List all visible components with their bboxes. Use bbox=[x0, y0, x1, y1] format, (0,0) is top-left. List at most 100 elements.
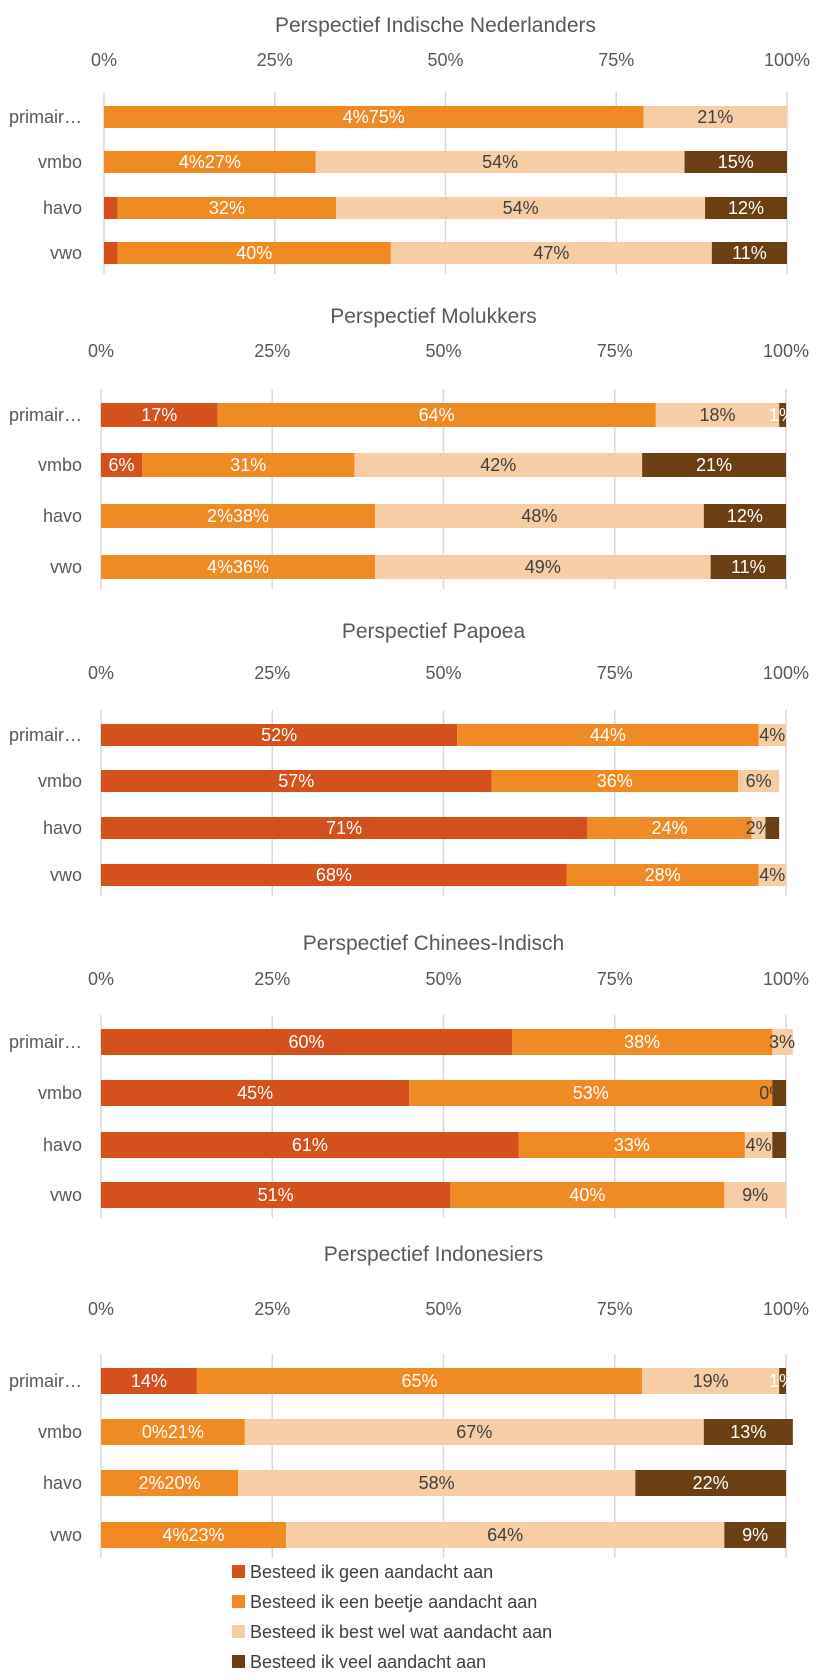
bar-segment bbox=[117, 197, 337, 219]
data-label: 44% bbox=[590, 725, 626, 745]
bar-segment bbox=[744, 1132, 773, 1158]
x-tick-label: 100% bbox=[764, 50, 810, 70]
data-label: 22% bbox=[693, 1473, 729, 1493]
bar-segment bbox=[315, 151, 685, 173]
data-label: 3% bbox=[769, 1032, 795, 1052]
bar-segment bbox=[711, 242, 787, 264]
bar-segment bbox=[703, 1419, 793, 1445]
bar-segment bbox=[724, 1182, 786, 1208]
data-label: 4% bbox=[746, 1135, 772, 1155]
x-tick-label: 100% bbox=[763, 663, 809, 683]
category-label: havo bbox=[43, 506, 82, 526]
bar-segment bbox=[772, 1080, 786, 1106]
data-label: 21% bbox=[697, 107, 733, 127]
category-label: vmbo bbox=[38, 455, 82, 475]
category-label: primair… bbox=[9, 107, 82, 127]
data-label: 40% bbox=[236, 243, 272, 263]
data-label: 2% bbox=[746, 818, 772, 838]
category-label: vmbo bbox=[38, 771, 82, 791]
data-label: 45% bbox=[237, 1083, 273, 1103]
bar-segment bbox=[684, 151, 787, 173]
bar-segment bbox=[336, 197, 706, 219]
bar-segment bbox=[101, 1368, 197, 1394]
data-label: 64% bbox=[419, 405, 455, 425]
data-label: 13% bbox=[730, 1422, 766, 1442]
bar-segment bbox=[104, 106, 644, 128]
data-label: 4%27% bbox=[179, 152, 241, 172]
data-label: 4% bbox=[759, 725, 785, 745]
bar-segment bbox=[101, 555, 375, 579]
data-label: 1% bbox=[769, 1371, 795, 1391]
bar-segment bbox=[101, 1522, 286, 1548]
x-tick-label: 75% bbox=[597, 969, 633, 989]
x-tick-label: 75% bbox=[597, 341, 633, 361]
bar-segment bbox=[101, 403, 218, 427]
bar-segment bbox=[101, 1470, 238, 1496]
bar-segment bbox=[101, 1029, 512, 1055]
bar-segment bbox=[101, 1419, 245, 1445]
bar-segment bbox=[655, 403, 780, 427]
category-label: primair… bbox=[9, 1371, 82, 1391]
legend-swatch bbox=[232, 1625, 245, 1638]
data-label: 12% bbox=[727, 506, 763, 526]
bar-segment bbox=[518, 1132, 745, 1158]
bar-segment bbox=[758, 724, 786, 746]
data-label: 54% bbox=[503, 198, 539, 218]
bar-segment bbox=[285, 1522, 725, 1548]
chart-4: Perspectief Chinees-Indisch 0% 25% 50% 75% 10… bbox=[9, 932, 809, 1218]
bar-segment bbox=[104, 197, 118, 219]
chart-title: Perspectief Indonesiers bbox=[324, 1243, 543, 1266]
bar-segment bbox=[491, 770, 739, 792]
data-label: 9% bbox=[742, 1525, 768, 1545]
legend-label: Besteed ik best wel wat aandacht aan bbox=[250, 1622, 552, 1642]
data-label: 52% bbox=[261, 725, 297, 745]
bar-segment bbox=[104, 151, 316, 173]
bar-segment bbox=[196, 1368, 643, 1394]
chart-3: Perspectief Papoea 0% 25% 50% 75% 100% primair… bbox=[9, 620, 809, 896]
category-label: vwo bbox=[50, 1525, 82, 1545]
category-label: vmbo bbox=[38, 1083, 82, 1103]
category-label: primair… bbox=[9, 405, 82, 425]
data-label: 17% bbox=[141, 405, 177, 425]
data-label: 33% bbox=[614, 1135, 650, 1155]
bar-segment bbox=[512, 1029, 773, 1055]
chart-title: Perspectief Chinees-Indisch bbox=[303, 932, 564, 955]
bar-segment bbox=[375, 504, 704, 528]
legend-swatch bbox=[232, 1565, 245, 1578]
data-label: 6% bbox=[746, 771, 772, 791]
category-label: havo bbox=[43, 198, 82, 218]
bar-segment bbox=[101, 504, 375, 528]
category-label: vwo bbox=[50, 243, 82, 263]
bar-segment bbox=[101, 1132, 519, 1158]
data-label: 9% bbox=[742, 1185, 768, 1205]
x-tick-label: 25% bbox=[257, 50, 293, 70]
x-tick-label: 100% bbox=[763, 341, 809, 361]
bar-segment bbox=[375, 555, 711, 579]
data-label: 24% bbox=[652, 818, 688, 838]
bar-segment bbox=[642, 1368, 780, 1394]
data-label: 60% bbox=[288, 1032, 324, 1052]
x-tick-label: 75% bbox=[597, 1299, 633, 1319]
data-label: 28% bbox=[645, 865, 681, 885]
bar-segment bbox=[101, 864, 567, 886]
bar-segment bbox=[779, 1368, 786, 1394]
bar-segment bbox=[238, 1470, 636, 1496]
bar-segment bbox=[117, 242, 391, 264]
legend-swatch bbox=[232, 1655, 245, 1668]
x-tick-label: 50% bbox=[425, 1299, 461, 1319]
x-tick-label: 25% bbox=[254, 969, 290, 989]
chart-title: Perspectief Papoea bbox=[342, 620, 526, 643]
data-label: 4% bbox=[759, 865, 785, 885]
category-label: primair… bbox=[9, 725, 82, 745]
data-label: 36% bbox=[597, 771, 633, 791]
category-label: vwo bbox=[50, 557, 82, 577]
category-label: vmbo bbox=[38, 152, 82, 172]
data-label: 71% bbox=[326, 818, 362, 838]
bar-segment bbox=[587, 817, 752, 839]
data-label: 32% bbox=[209, 198, 245, 218]
data-label: 12% bbox=[728, 198, 764, 218]
x-tick-label: 0% bbox=[88, 663, 114, 683]
x-tick-label: 75% bbox=[598, 50, 634, 70]
chart-title: Perspectief Molukkers bbox=[330, 305, 537, 328]
